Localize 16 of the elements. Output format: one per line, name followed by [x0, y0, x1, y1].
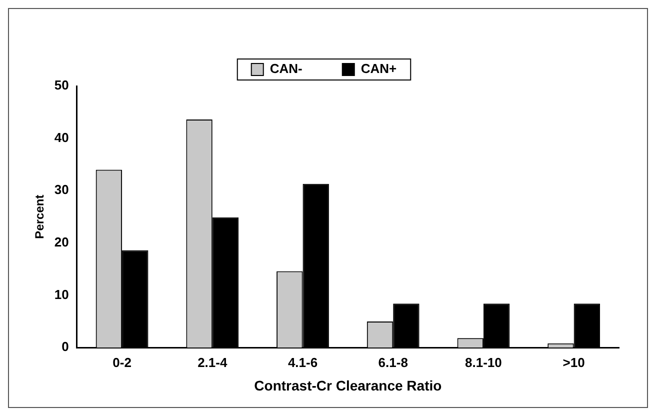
- y-axis-title: Percent: [32, 194, 47, 239]
- x-axis-title: Contrast-Cr Clearance Ratio: [254, 377, 442, 394]
- x-tick-label: 4.1-6: [288, 354, 318, 370]
- x-tick-label: >10: [562, 354, 585, 370]
- x-tick-label: 8.1-10: [465, 354, 502, 370]
- x-tick-label: 6.1-8: [378, 354, 408, 370]
- y-tick-label: 10: [54, 286, 69, 302]
- y-tick-label: 0: [62, 339, 69, 354]
- x-tick-label: 0-2: [112, 354, 132, 370]
- y-tick-label: 40: [54, 130, 69, 145]
- x-tick-label: 2.1-4: [198, 354, 228, 370]
- legend-label: CAN+: [360, 61, 398, 76]
- y-tick-label: 50: [54, 78, 69, 93]
- y-tick-label: 20: [54, 234, 69, 250]
- y-tick-label: 30: [54, 182, 69, 198]
- legend-label: CAN-: [270, 61, 302, 76]
